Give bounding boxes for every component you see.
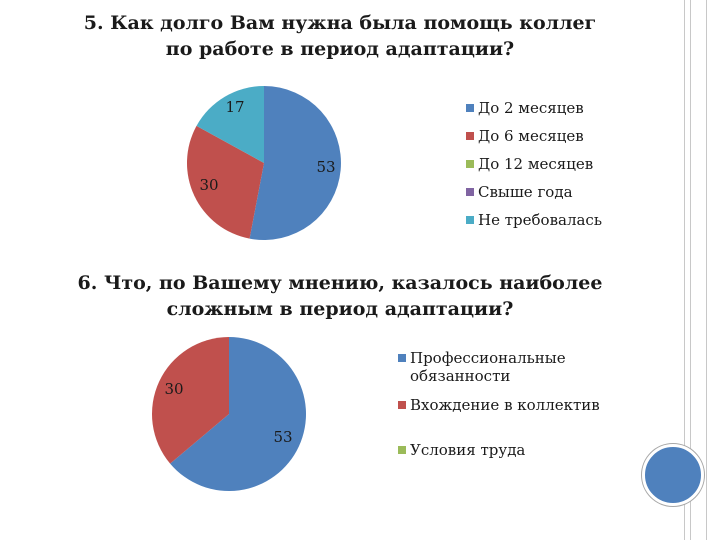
frame-line: [706, 0, 707, 540]
question-5-line-2: по работе в период адаптации?: [165, 38, 515, 60]
chart-2-legend-swatch-2: [398, 401, 406, 409]
chart-1-legend-swatch-3: [466, 160, 474, 168]
chart-1-data-label-5: 17: [225, 98, 244, 116]
chart-2-legend-label-2: Вхождение в коллектив: [410, 396, 600, 414]
question-5-title: 5. Как долго Вам нужна была помощь колле…: [60, 10, 620, 62]
chart-2-legend-swatch-1: [398, 354, 406, 362]
chart-1-legend-swatch-1: [466, 104, 474, 112]
chart-2-slice-1: [170, 337, 306, 491]
question-5-line-1: 5. Как долго Вам нужна была помощь колле…: [83, 12, 597, 34]
chart-2-slice-2: [151, 337, 229, 464]
question-6-line-2: сложным в период адаптации?: [166, 298, 514, 320]
chart-1-legend-label-3: До 12 месяцев: [478, 155, 594, 173]
chart-1-data-label-1: 53: [316, 158, 335, 176]
chart-1-legend-swatch-2: [466, 132, 474, 140]
chart-1-legend-swatch-4: [466, 188, 474, 196]
question-6-title: 6. Что, по Вашему мнению, казалось наибо…: [60, 270, 620, 322]
chart-1-legend-label-2: До 6 месяцев: [478, 127, 584, 145]
chart-2-legend-label-3: Условия труда: [410, 441, 526, 459]
chart-2-data-label-2: 30: [164, 380, 183, 398]
chart-1-legend-label-1: До 2 месяцев: [478, 99, 584, 117]
chart-2-legend-swatch-3: [398, 446, 406, 454]
frame-line: [684, 0, 685, 540]
chart-1-slice-1: [249, 86, 341, 240]
chart-1-slice-5: [196, 86, 264, 163]
chart-1-slice-2: [186, 125, 264, 239]
chart-1-legend-label-4: Свыше года: [478, 183, 573, 201]
question-6-line-1: 6. Что, по Вашему мнению, казалось наибо…: [77, 272, 603, 294]
decorative-circle: [642, 444, 704, 506]
chart-1-legend-swatch-5: [466, 216, 474, 224]
chart-1-data-label-2: 30: [199, 176, 218, 194]
chart-1-legend-label-5: Не требовалась: [478, 211, 602, 229]
chart-2-legend-label-1: Профессиональные обязанности: [410, 349, 566, 385]
frame-line: [690, 0, 691, 540]
chart-2-data-label-1: 53: [273, 428, 292, 446]
